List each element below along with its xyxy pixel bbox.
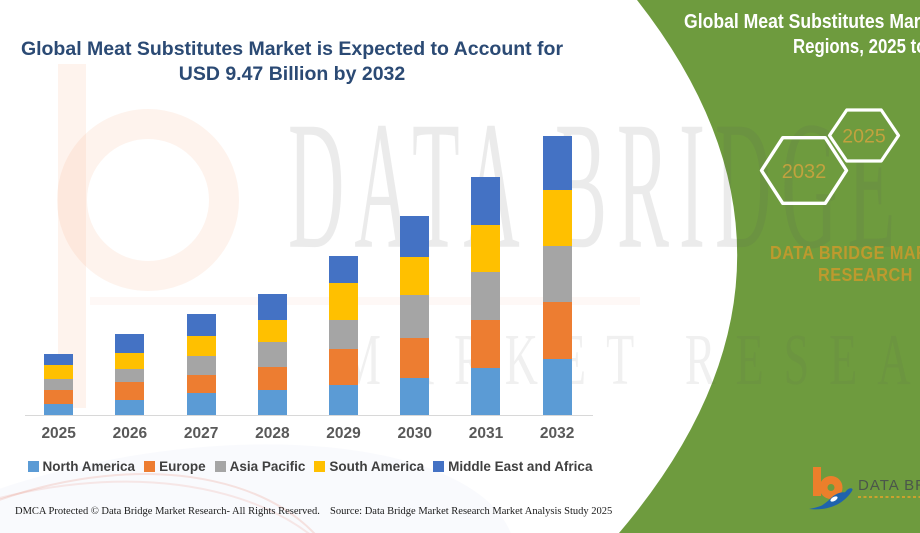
stacked-bar-2031 (471, 177, 501, 415)
bar-segment-middle-east-and-africa (400, 216, 430, 258)
bar-segment-north-america (542, 358, 572, 415)
x-axis-label-2030: 2030 (397, 425, 432, 442)
bar-segment-middle-east-and-africa (257, 293, 287, 320)
bar-segment-south-america (329, 283, 359, 321)
logo-wordmark: DATA BRIDGE (858, 477, 920, 494)
bar-segment-south-america (44, 365, 74, 380)
bar-segment-europe (542, 302, 572, 359)
x-axis-label-2029: 2029 (326, 425, 361, 442)
panel-heading-line1: Global Meat Substitutes Market (684, 11, 920, 33)
logo-b-stem (813, 467, 821, 496)
x-axis-label-2026: 2026 (112, 425, 148, 442)
bar-segment-north-america (471, 368, 501, 415)
x-axis-label-2032: 2032 (539, 425, 575, 442)
dmca-notice: DMCA Protected © Data Bridge Market Rese… (15, 506, 320, 517)
panel-heading-line2: Regions, 2025 to (793, 36, 920, 58)
bar-segment-asia-pacific (329, 320, 359, 349)
bar-segment-asia-pacific (115, 369, 145, 382)
bar-segment-middle-east-and-africa (329, 256, 359, 284)
brand-name-line2: RESEARCH (818, 263, 913, 285)
bar-segment-south-america (257, 319, 287, 342)
bar-segment-south-america (471, 225, 501, 273)
bar-segment-middle-east-and-africa (542, 135, 572, 191)
legend-item-south-america: South America (314, 459, 424, 474)
legend-item-europe: Europe (144, 459, 206, 474)
stacked-bar-2025 (44, 354, 74, 415)
legend-item-middle-east-and-africa: Middle East and Africa (433, 459, 592, 474)
bar-segment-south-america (115, 353, 145, 370)
legend-swatch (314, 461, 326, 472)
bar-segment-europe (329, 348, 359, 385)
legend-label: Europe (159, 459, 206, 474)
hexagon-2032 (759, 135, 849, 206)
bar-segment-middle-east-and-africa (471, 177, 501, 226)
bar-segment-europe (115, 381, 145, 400)
logo-d-swoosh (809, 488, 853, 510)
legend-swatch (433, 461, 445, 472)
logo-b-bowl (819, 476, 843, 499)
bar-segment-south-america (400, 257, 430, 296)
legend-label: North America (42, 459, 136, 474)
brand-name-line1: DATA BRIDGE MARKET (770, 241, 920, 263)
legend-swatch (144, 461, 156, 472)
legend-label: South America (329, 459, 425, 474)
x-axis-label-2025: 2025 (41, 425, 76, 442)
bar-segment-asia-pacific (257, 341, 287, 367)
bar-segment-middle-east-and-africa (44, 354, 74, 366)
bar-segment-europe (400, 338, 430, 379)
chart-title-line1: Global Meat Substitutes Market is Expect… (20, 38, 564, 60)
swoosh-watermark (0, 444, 516, 533)
watermark-data-bridge: DATA BRIDGE (288, 82, 906, 287)
legend-swatch (214, 461, 226, 472)
stacked-bar-2032 (542, 135, 572, 415)
x-axis-label-2027: 2027 (183, 425, 219, 442)
bar-segment-europe (44, 390, 74, 405)
dbmr-logo: DATA BRIDGE (809, 467, 920, 510)
stacked-bar-2028 (257, 293, 287, 415)
x-axis-label-2028: 2028 (255, 425, 290, 442)
stacked-bar-2030 (400, 216, 430, 415)
watermark-market-research: MARKET RESEARCH (340, 318, 920, 400)
bar-segment-middle-east-and-africa (115, 334, 145, 354)
bar-segment-north-america (44, 404, 74, 415)
x-axis-line (25, 415, 593, 416)
bar-segment-north-america (115, 399, 145, 415)
chart-title: Global Meat Substitutes Market is Expect… (0, 37, 584, 86)
bar-segment-south-america (186, 336, 216, 357)
source-note: Source: Data Bridge Market Research Mark… (330, 506, 613, 517)
b-watermark (57, 64, 640, 408)
bar-segment-asia-pacific (542, 246, 572, 303)
chart-legend: North America Europe Asia Pacific South Ame… (27, 459, 592, 474)
bar-segment-north-america (186, 392, 216, 415)
bar-segment-middle-east-and-africa (186, 313, 216, 336)
logo-d-counter (830, 496, 838, 502)
bar-segment-north-america (257, 389, 287, 415)
hexagon-2025 (827, 108, 901, 163)
bar-segment-europe (257, 366, 287, 390)
x-axis-label-2031: 2031 (468, 425, 504, 442)
legend-item-asia-pacific: Asia Pacific (214, 459, 306, 474)
bar-segment-north-america (400, 378, 430, 415)
hexagon-2032-label: 2032 (782, 161, 827, 183)
bar-segment-europe (471, 320, 501, 369)
legend-label: Asia Pacific (229, 459, 306, 474)
legend-swatch (27, 461, 39, 472)
bar-segment-north-america (329, 384, 359, 415)
hexagon-2025-label: 2025 (842, 126, 886, 148)
stacked-bar-2029 (329, 256, 359, 415)
bar-segment-asia-pacific (186, 356, 216, 375)
stacked-bar-2026 (115, 334, 145, 415)
bar-segment-europe (186, 374, 216, 393)
chart-title-line2: USD 9.47 Billion by 2032 (178, 62, 406, 85)
bar-segment-asia-pacific (44, 379, 74, 391)
legend-label: Middle East and Africa (448, 459, 593, 474)
stacked-bar-2027 (186, 313, 216, 415)
legend-item-north-america: North America (27, 459, 136, 474)
bar-segment-asia-pacific (471, 272, 501, 321)
bar-segment-asia-pacific (400, 295, 430, 339)
bar-segment-south-america (542, 190, 572, 247)
